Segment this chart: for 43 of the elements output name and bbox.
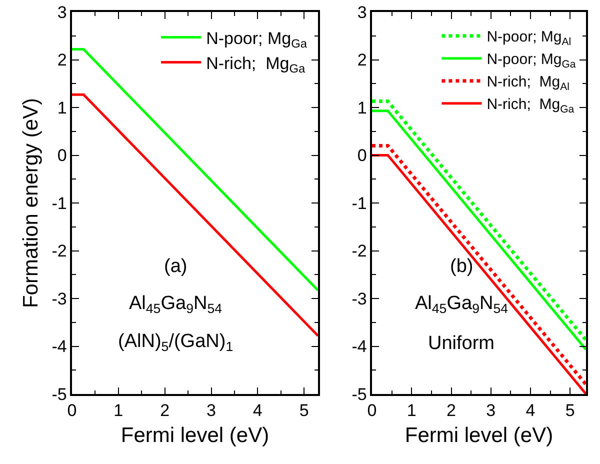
legend-label: N-poor; Mg$_{Ga}$ [486, 51, 576, 70]
y-tick-label: -1 [52, 194, 67, 213]
x-tick-label: 5 [565, 401, 575, 420]
y-tick-label: 1 [57, 98, 67, 118]
y-axis-title: Formation energy (eV) [19, 98, 42, 308]
y-tick-label: -5 [52, 384, 67, 404]
x-tick-label: 4 [526, 401, 536, 420]
y-tick-label: -2 [52, 242, 67, 261]
x-tick-label: 1 [114, 401, 124, 420]
y-tick-label: -1 [352, 194, 367, 213]
annotation: (a) [164, 256, 188, 277]
legend-label: N-rich; Mg$_{Ga}$ [206, 54, 306, 76]
y-tick-label: -3 [52, 289, 67, 308]
annotation: (b) [450, 256, 474, 277]
x-tick-label: 2 [160, 401, 170, 420]
y-tick-label: 2 [57, 50, 67, 70]
x-axis-title: Fermi level (eV) [404, 424, 554, 447]
legend-label: N-rich; Mg$_{Al}$ [486, 74, 570, 93]
y-tick-label: 3 [357, 2, 367, 22]
y-tick-label: 0 [57, 146, 67, 166]
annotation: Uniform [428, 333, 495, 354]
y-tick-label: 3 [57, 2, 67, 22]
y-tick-label: -4 [352, 337, 367, 356]
y-tick-label: -3 [352, 289, 367, 308]
legend-label: N-poor; Mg$_{Ga}$ [206, 28, 308, 50]
x-tick-label: 3 [486, 401, 496, 420]
x-axis-title: Fermi level (eV) [120, 424, 270, 447]
y-tick-label: 2 [357, 50, 367, 70]
legend-label: N-rich; Mg$_{Ga}$ [486, 96, 574, 116]
x-tick-label: 5 [299, 401, 309, 420]
annotation: Al$_{45}$Ga$_{9}$N$_{54}$ [415, 293, 508, 316]
annotation: Al$_{45}$Ga$_{9}$N$_{54}$ [129, 293, 222, 316]
x-tick-label: 4 [252, 401, 262, 420]
x-tick-label: 3 [206, 401, 216, 420]
x-tick-label: 2 [446, 401, 456, 420]
y-tick-label: 0 [357, 146, 367, 166]
annotation: (AlN)$_{5}$/(GaN)$_{1}$ [118, 331, 234, 354]
y-tick-label: -2 [352, 242, 367, 261]
y-tick-label: -5 [352, 384, 367, 404]
legend-label: N-poor; Mg$_{Al}$ [486, 28, 572, 48]
y-tick-label: 1 [357, 98, 367, 118]
x-tick-label: 1 [406, 401, 416, 420]
y-tick-label: -4 [52, 337, 67, 356]
